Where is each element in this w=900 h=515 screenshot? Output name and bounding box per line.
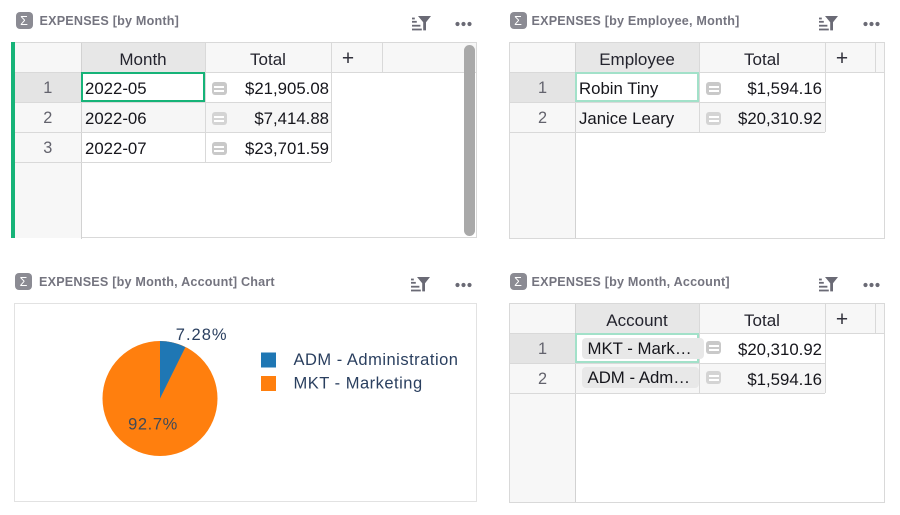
svg-text:ADM - Administration: ADM - Administration [294,351,459,369]
svg-text:92.7%: 92.7% [128,415,178,433]
svg-text:7.28%: 7.28% [176,326,228,344]
svg-text:MKT - Marketing: MKT - Marketing [294,374,423,392]
